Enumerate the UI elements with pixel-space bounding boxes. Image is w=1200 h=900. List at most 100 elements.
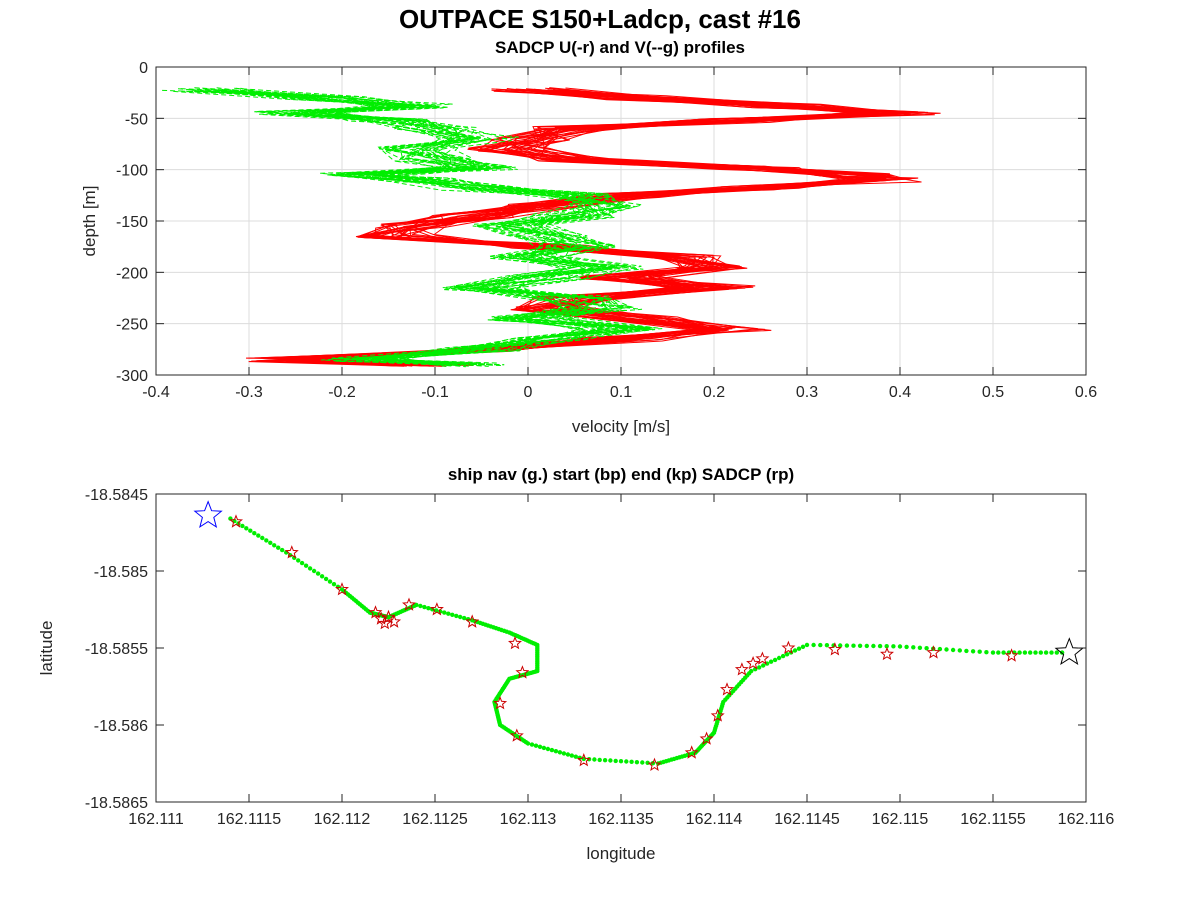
nav-track-point — [937, 646, 943, 652]
sadcp-star-marker — [647, 757, 662, 772]
nav-track-point — [422, 604, 427, 610]
nav-xtick-label: 162.114 — [686, 811, 743, 828]
nav-xtick-label: 162.111 — [128, 811, 184, 828]
profile-series-v-line — [187, 91, 627, 366]
nav-track-point — [891, 644, 896, 649]
sadcp-star-marker — [429, 602, 444, 616]
nav-track-point — [569, 753, 574, 758]
nav-ytick-label: -18.586 — [94, 718, 148, 735]
nav-track-point — [804, 642, 810, 648]
nav-track-point — [280, 547, 285, 553]
nav-xtick-label: 162.116 — [1058, 811, 1115, 828]
nav-xtick-label: 162.1135 — [588, 811, 654, 828]
nav-track-point — [244, 526, 249, 531]
nav-track-point — [299, 560, 305, 566]
sadcp-star-marker — [493, 696, 508, 710]
sadcp-star-marker — [387, 614, 402, 628]
sadcp-star-marker — [576, 753, 591, 767]
nav-track-point — [327, 579, 333, 584]
nav-track-point — [315, 571, 321, 576]
sadcp-star-marker — [509, 728, 524, 742]
sadcp-star-marker — [402, 597, 417, 611]
nav-track-point — [446, 611, 451, 616]
profile-chart-title: SADCP U(-r) and V(--g) profiles — [495, 38, 745, 57]
nav-track-point — [904, 644, 909, 650]
figure-title: OUTPACE S150+Ladcp, cast #16 — [399, 4, 801, 34]
nav-track-point — [450, 612, 455, 617]
nav-track-point — [1001, 650, 1006, 655]
profile-series-v-line — [202, 90, 623, 368]
profile-ytick-label: -300 — [116, 368, 148, 385]
nav-track-point — [602, 758, 608, 763]
nav-track-point — [458, 614, 463, 620]
nav-track-point — [276, 545, 281, 550]
profile-xtick-label: 0.5 — [982, 384, 1004, 401]
nav-track-point — [977, 649, 982, 654]
profile-series-v-line — [234, 87, 642, 365]
nav-track-point — [252, 531, 257, 536]
nav-track-point — [761, 663, 766, 668]
profile-series-v-line — [196, 90, 633, 364]
nav-track-point — [629, 759, 634, 764]
nav-track-point — [917, 645, 923, 650]
nav-track-point — [838, 643, 843, 648]
nav-track-point — [984, 650, 989, 655]
nav-track-point — [256, 533, 261, 538]
nav-ytick-label: -18.585 — [94, 564, 148, 581]
nav-track-point — [1043, 650, 1049, 655]
nav-track-point — [573, 754, 578, 759]
nav-track-point — [784, 652, 790, 657]
nav-track-point — [871, 643, 876, 649]
nav-track-point — [624, 759, 629, 764]
sadcp-star-marker — [229, 514, 243, 528]
nav-track-point — [864, 643, 869, 649]
profile-chart: SADCP U(-r) and V(--g) profiles -0.4 -0.3… — [80, 38, 1097, 436]
nav-track-point — [311, 568, 317, 574]
nav-track-point — [541, 745, 547, 751]
profile-series — [162, 87, 941, 368]
nav-xtick-label: 162.1155 — [960, 811, 1026, 828]
profile-xlabel: velocity [m/s] — [572, 417, 670, 436]
start-star-marker — [193, 500, 223, 529]
nav-track-point — [749, 668, 754, 674]
profile-series-u-line — [248, 90, 908, 367]
nav-track-point — [1038, 650, 1044, 655]
nav-ytick-label: -18.5845 — [85, 487, 148, 504]
sadcp-star-marker — [1004, 648, 1019, 662]
profile-series-u-line — [283, 87, 875, 367]
nav-track-point — [331, 582, 337, 587]
sadcp-star-marker — [734, 662, 749, 676]
profile-ytick-label: -200 — [116, 265, 148, 282]
nav-chart: ship nav (g.) start (bp) end (kp) SADCP … — [37, 465, 1114, 863]
profile-ylabel: depth [m] — [80, 186, 99, 257]
sadcp-star-marker — [699, 731, 714, 745]
nav-track-point — [776, 655, 782, 661]
nav-track-point — [454, 613, 459, 619]
profile-series-v-line — [194, 87, 634, 366]
profile-series-v-line — [216, 87, 656, 364]
nav-track-point — [414, 602, 419, 608]
nav-track-point — [970, 649, 976, 654]
profile-ytick-label: 0 — [139, 60, 148, 77]
sadcp-star-marker — [465, 614, 480, 628]
nav-track-point — [818, 642, 823, 648]
nav-track-point — [964, 648, 969, 654]
profile-ytick-label: -100 — [116, 163, 148, 180]
nav-track-point — [557, 750, 563, 755]
nav-track-point — [608, 758, 613, 763]
nav-track-point — [260, 535, 265, 541]
profile-xtick-label: 0.3 — [796, 384, 818, 401]
profile-xtick-label: -0.4 — [142, 384, 170, 401]
nav-track-point — [811, 642, 816, 648]
sadcp-star-marker — [508, 636, 522, 650]
nav-track-point — [240, 523, 245, 529]
nav-track-point — [824, 643, 830, 648]
nav-track — [228, 516, 1065, 766]
nav-track-point — [640, 760, 645, 765]
nav-track-point — [592, 757, 597, 762]
nav-track-point — [757, 665, 762, 670]
nav-track-point — [990, 650, 996, 655]
nav-track-point — [957, 648, 962, 653]
nav-track-point — [772, 657, 778, 663]
